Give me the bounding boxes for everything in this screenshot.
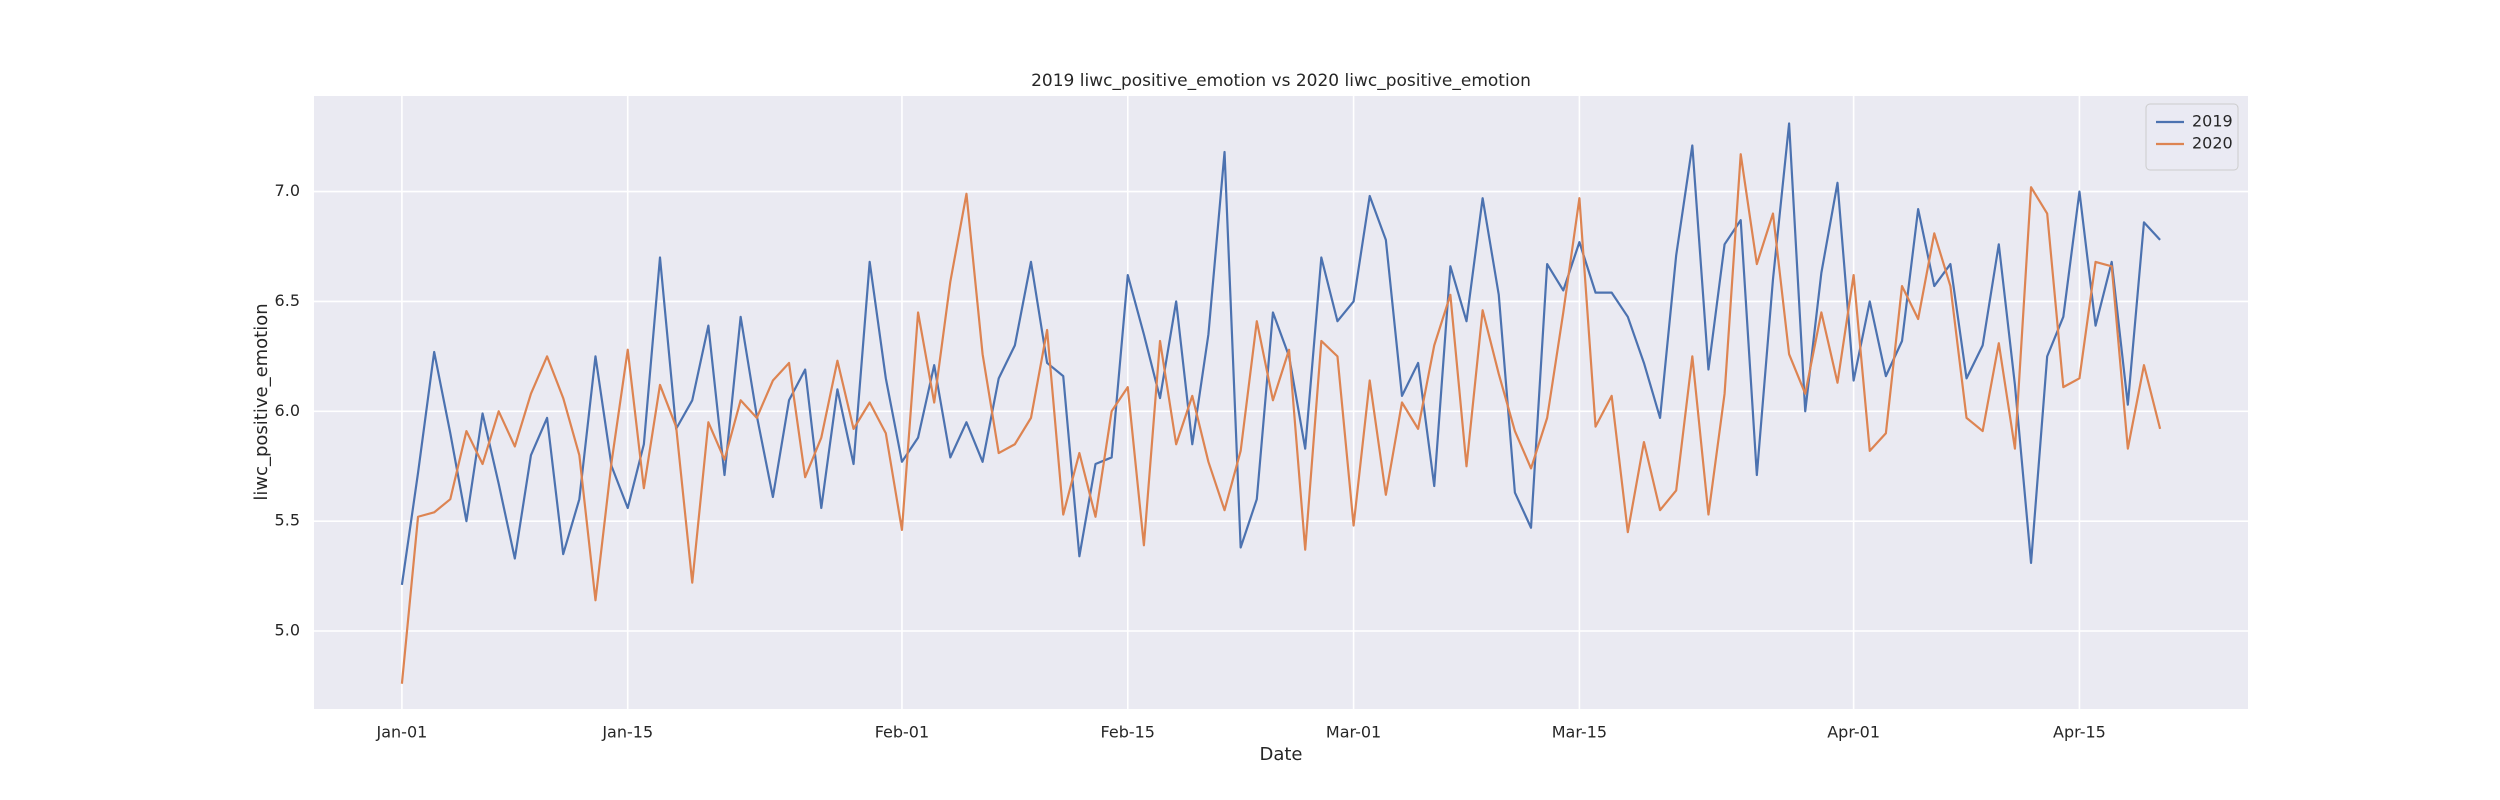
ticks: 5.0 5.5 6.0 6.5 7.0 Jan-01 Jan-15 Feb-01 Feb-15 M… <box>275 181 2106 741</box>
x-tick-label: Mar-15 <box>1552 723 1607 742</box>
y-tick-label: 5.5 <box>275 511 300 530</box>
y-tick-label: 6.0 <box>275 401 300 420</box>
series-line <box>400 122 2161 586</box>
lines <box>400 122 2162 684</box>
legend-label: 2020 <box>2192 134 2233 153</box>
x-tick-label: Mar-01 <box>1326 723 1381 742</box>
x-tick-label: Apr-01 <box>1827 723 1880 742</box>
series-line <box>400 153 2162 684</box>
legend-label: 2019 <box>2192 112 2233 131</box>
x-tick-label: Apr-15 <box>2053 723 2106 742</box>
y-tick-label: 7.0 <box>275 181 300 200</box>
y-axis-label: liwc_positive_emotion <box>251 303 272 500</box>
x-axis-label: Date <box>1259 744 1302 765</box>
x-tick-label: Feb-01 <box>875 723 929 742</box>
plot-area <box>314 96 2248 709</box>
x-tick-label: Feb-15 <box>1101 723 1155 742</box>
legend-box <box>2145 103 2239 171</box>
x-tick-label: Jan-01 <box>376 723 428 742</box>
legend: 2019 2020 <box>2145 103 2239 171</box>
chart-title: 2019 liwc_positive_emotion vs 2020 liwc_… <box>1031 71 1531 91</box>
y-tick-label: 5.0 <box>275 621 300 640</box>
x-tick-label: Jan-15 <box>601 723 653 742</box>
y-tick-label: 6.5 <box>275 291 300 310</box>
